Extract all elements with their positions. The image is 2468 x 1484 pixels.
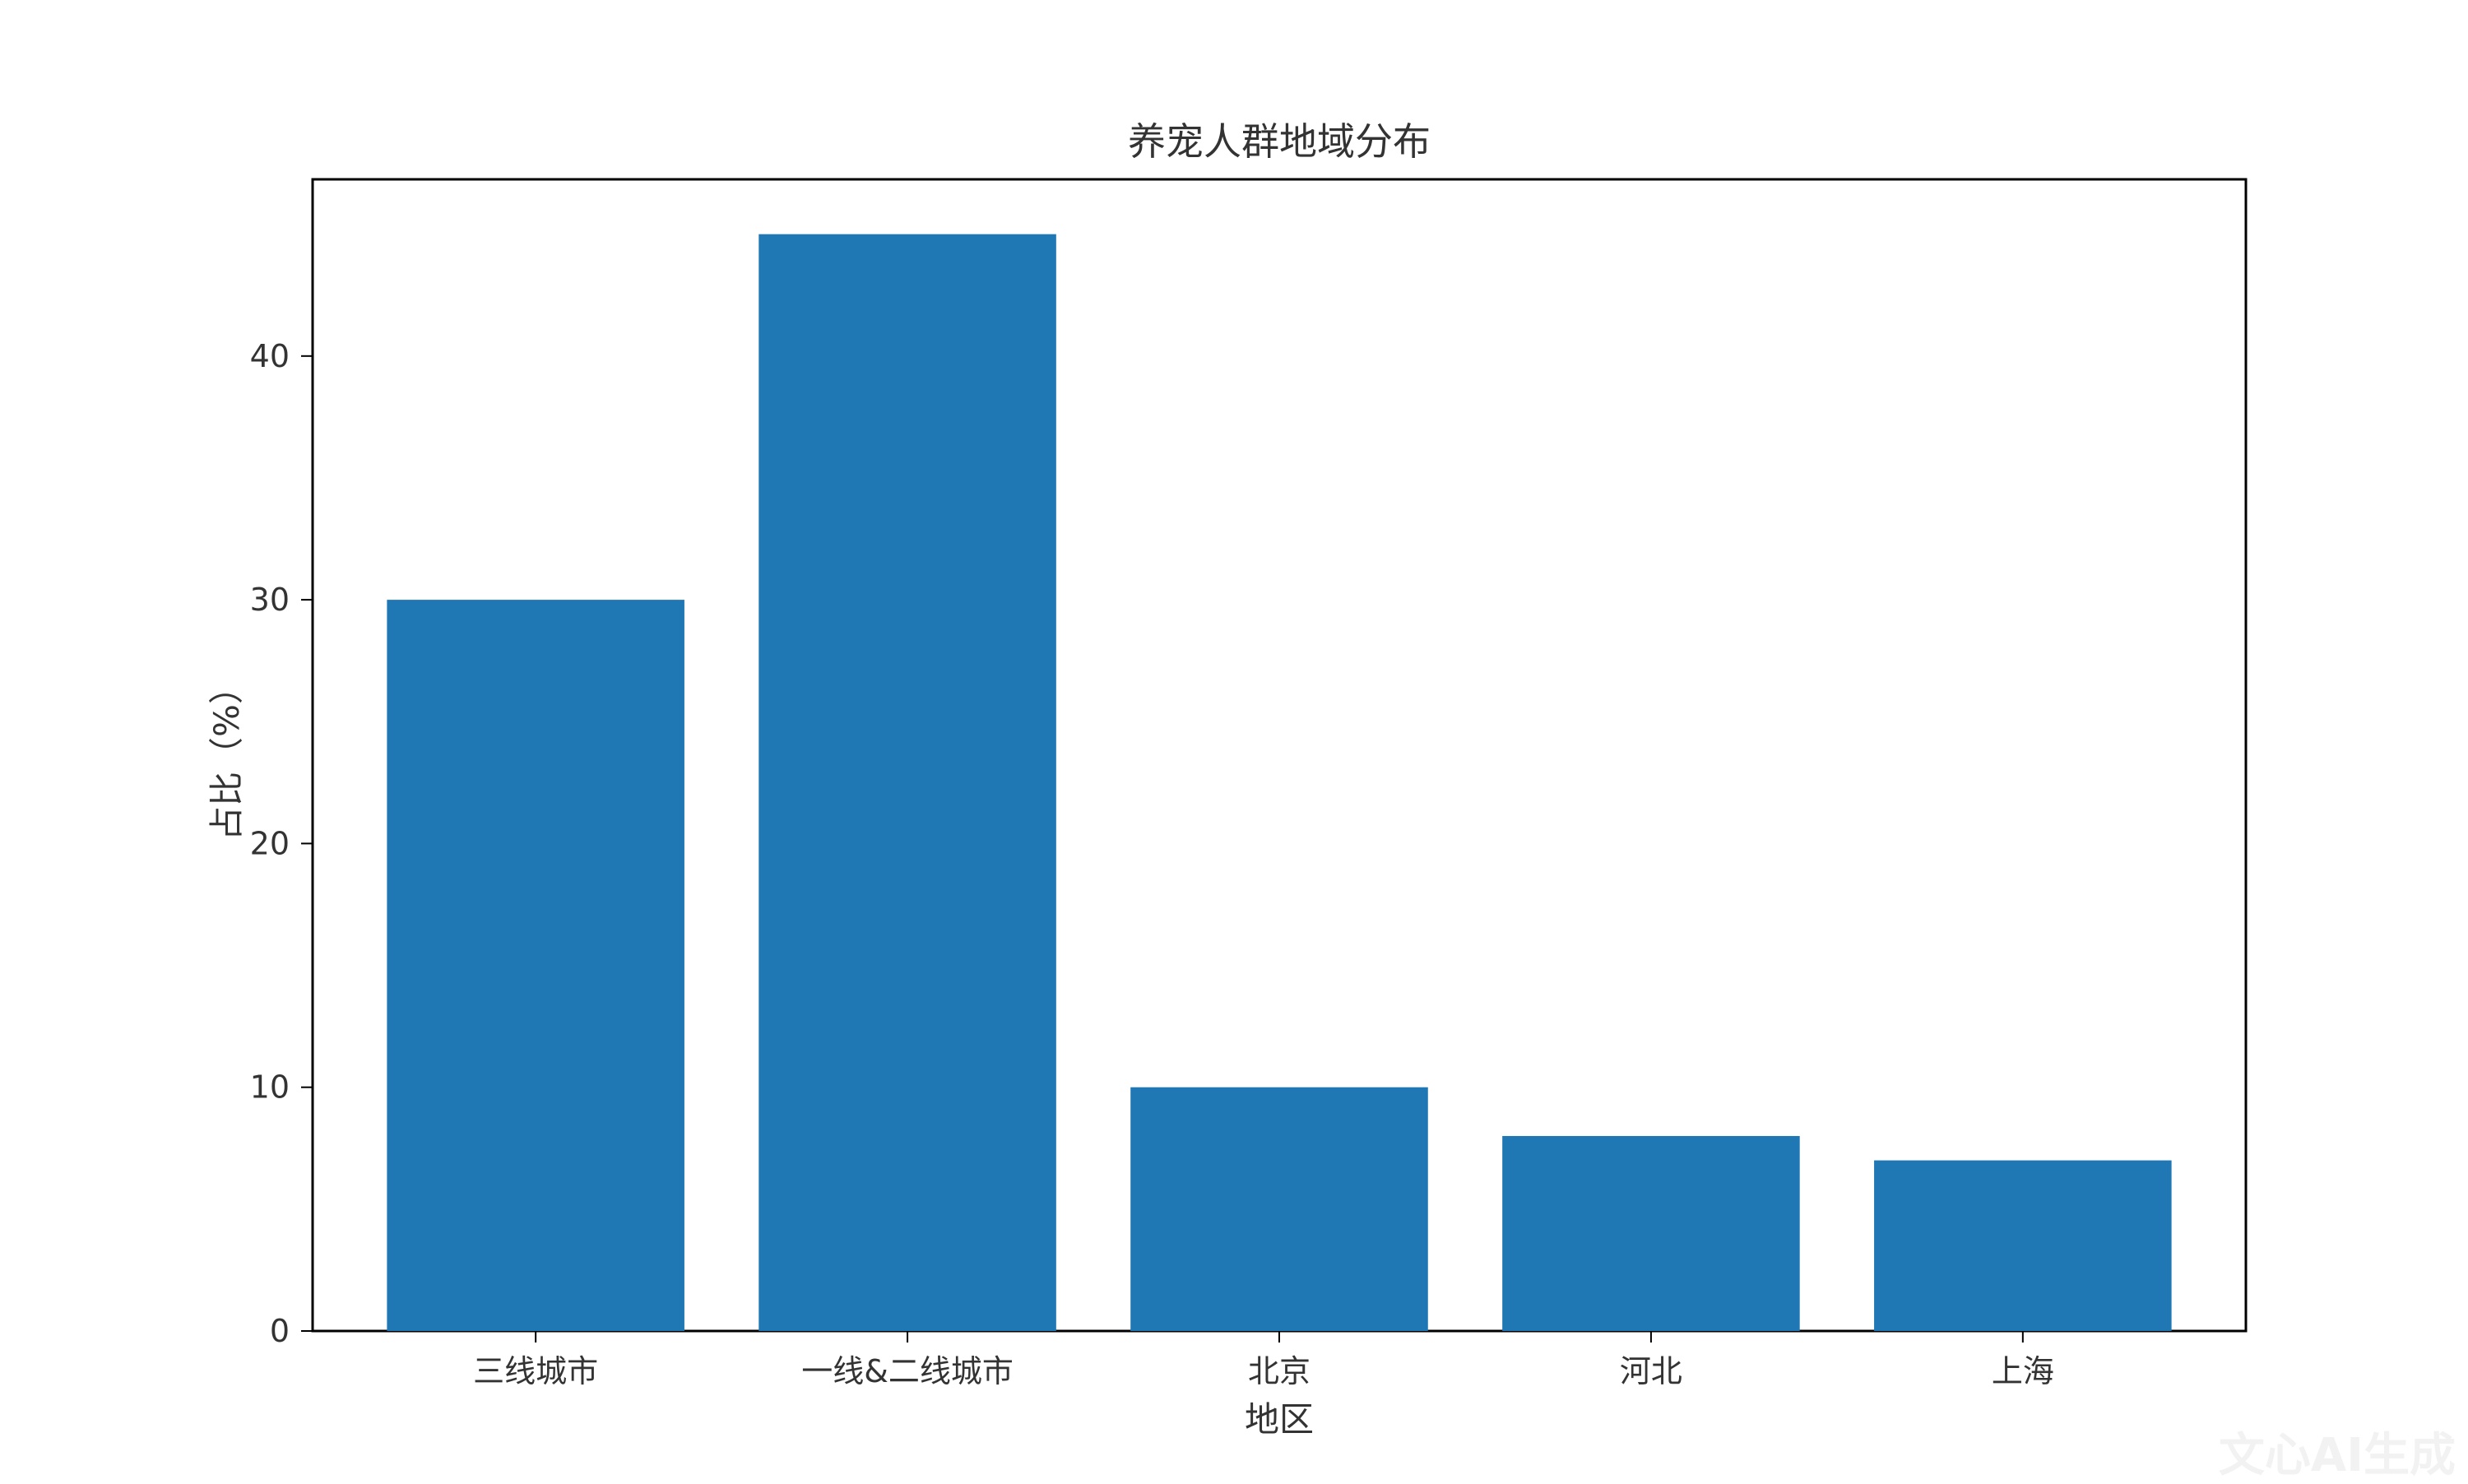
- watermark-text: 文心AI生成: [2219, 1429, 2456, 1481]
- bar-3: [1502, 1135, 1800, 1331]
- x-tick-label-1: 一线&二线城市: [801, 1353, 1014, 1389]
- bar-1: [758, 234, 1056, 1332]
- bar-4: [1874, 1160, 2172, 1331]
- x-tick-label-4: 上海: [1992, 1353, 2054, 1389]
- y-tick-label-3: 30: [250, 582, 290, 618]
- y-tick-label-4: 40: [250, 338, 290, 374]
- y-tick-label-1: 10: [250, 1069, 290, 1106]
- x-tick-label-2: 北京: [1248, 1353, 1311, 1389]
- x-axis-ticks: 三线城市 一线&二线城市 北京 河北 上海: [473, 1331, 2054, 1389]
- x-axis-label: 地区: [1245, 1399, 1314, 1440]
- x-tick-label-3: 河北: [1620, 1353, 1682, 1389]
- chart-title: 养宠人群地域分布: [1128, 119, 1431, 164]
- y-tick-label-2: 20: [250, 825, 290, 861]
- y-axis-ticks: 0 10 20 30 40: [250, 338, 313, 1349]
- bars-group: [387, 234, 2172, 1332]
- bar-0: [387, 600, 684, 1331]
- x-tick-label-0: 三线城市: [473, 1353, 598, 1389]
- y-tick-label-0: 0: [270, 1313, 290, 1349]
- y-axis-label: 占比（%）: [206, 670, 247, 841]
- bar-2: [1130, 1087, 1428, 1331]
